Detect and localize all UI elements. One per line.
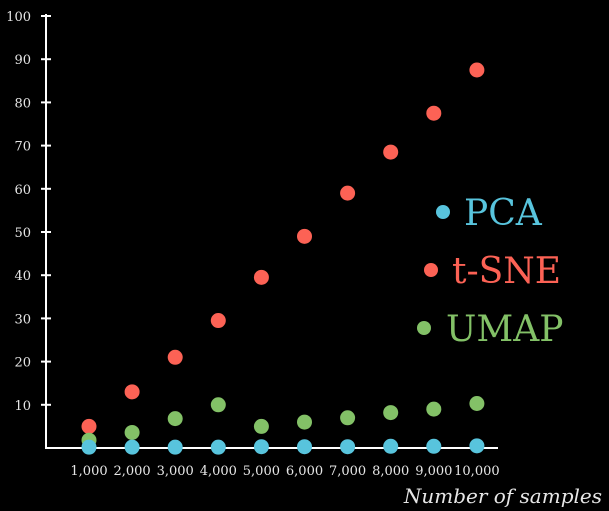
y-tick-label: 10 <box>14 399 31 414</box>
t-sne-point <box>383 144 399 160</box>
pca-point <box>297 439 312 455</box>
y-tick-label: 30 <box>14 312 31 327</box>
y-tick-label: 100 <box>6 10 31 25</box>
umap-point <box>297 414 312 430</box>
axes <box>45 14 498 449</box>
x-tick-label: 3,000 <box>157 464 194 479</box>
y-ticks: 10 20 30 40 50 60 70 80 90 100 <box>6 10 51 414</box>
t-sne-point <box>297 228 312 244</box>
x-tick-label: 8,000 <box>372 464 409 479</box>
legend-label-t-sne: t-SNE <box>452 251 561 292</box>
umap-point <box>167 411 183 427</box>
pca-point <box>340 439 356 455</box>
legend-marker-t-sne <box>424 263 438 277</box>
t-sne-point <box>469 62 485 78</box>
legend-label-pca: PCA <box>464 193 543 234</box>
y-tick-label: 20 <box>14 356 31 371</box>
x-tick-label: 2,000 <box>113 464 150 479</box>
x-tick-label: 7,000 <box>329 464 366 479</box>
pca-point <box>124 439 140 455</box>
umap-point <box>469 396 485 412</box>
umap-point <box>210 397 226 413</box>
x-tick-label: 1,000 <box>70 464 107 479</box>
umap-point <box>253 418 269 434</box>
pca-point <box>383 438 399 454</box>
y-tick-label: 60 <box>14 183 31 198</box>
t-sne-point <box>340 185 356 201</box>
y-tick-label: 40 <box>14 269 31 284</box>
y-tick-label: 80 <box>14 96 31 111</box>
t-sne-point <box>124 384 140 400</box>
t-sne-point <box>81 418 97 434</box>
legend-marker-umap <box>417 321 431 335</box>
umap-point <box>340 410 356 426</box>
y-tick-label: 70 <box>14 140 31 155</box>
x-tick-label: 6,000 <box>286 464 323 479</box>
legend: PCA t-SNE UMAP <box>417 193 563 350</box>
x-axis-title: Number of samples <box>403 484 602 508</box>
x-tick-label: 4,000 <box>200 464 237 479</box>
legend-marker-pca <box>436 205 450 219</box>
x-tick-label: 5,000 <box>243 464 280 479</box>
pca-point <box>426 438 442 454</box>
y-tick-label: 50 <box>14 226 31 241</box>
pca-point <box>167 439 183 455</box>
legend-label-umap: UMAP <box>446 309 563 350</box>
pca-point <box>253 439 269 455</box>
data-points <box>81 62 485 455</box>
t-sne-point <box>210 313 226 329</box>
t-sne-point <box>253 269 269 285</box>
x-tick-label: 9,000 <box>415 464 452 479</box>
x-tick-label: 10,000 <box>454 464 500 479</box>
umap-point <box>124 424 140 440</box>
pca-point <box>81 439 97 455</box>
pca-point <box>469 438 485 454</box>
t-sne-point <box>167 349 183 365</box>
pca-point <box>210 439 226 455</box>
umap-point <box>383 405 399 421</box>
t-sne-point <box>426 105 442 121</box>
umap-point <box>426 401 442 417</box>
y-tick-label: 90 <box>14 53 31 68</box>
